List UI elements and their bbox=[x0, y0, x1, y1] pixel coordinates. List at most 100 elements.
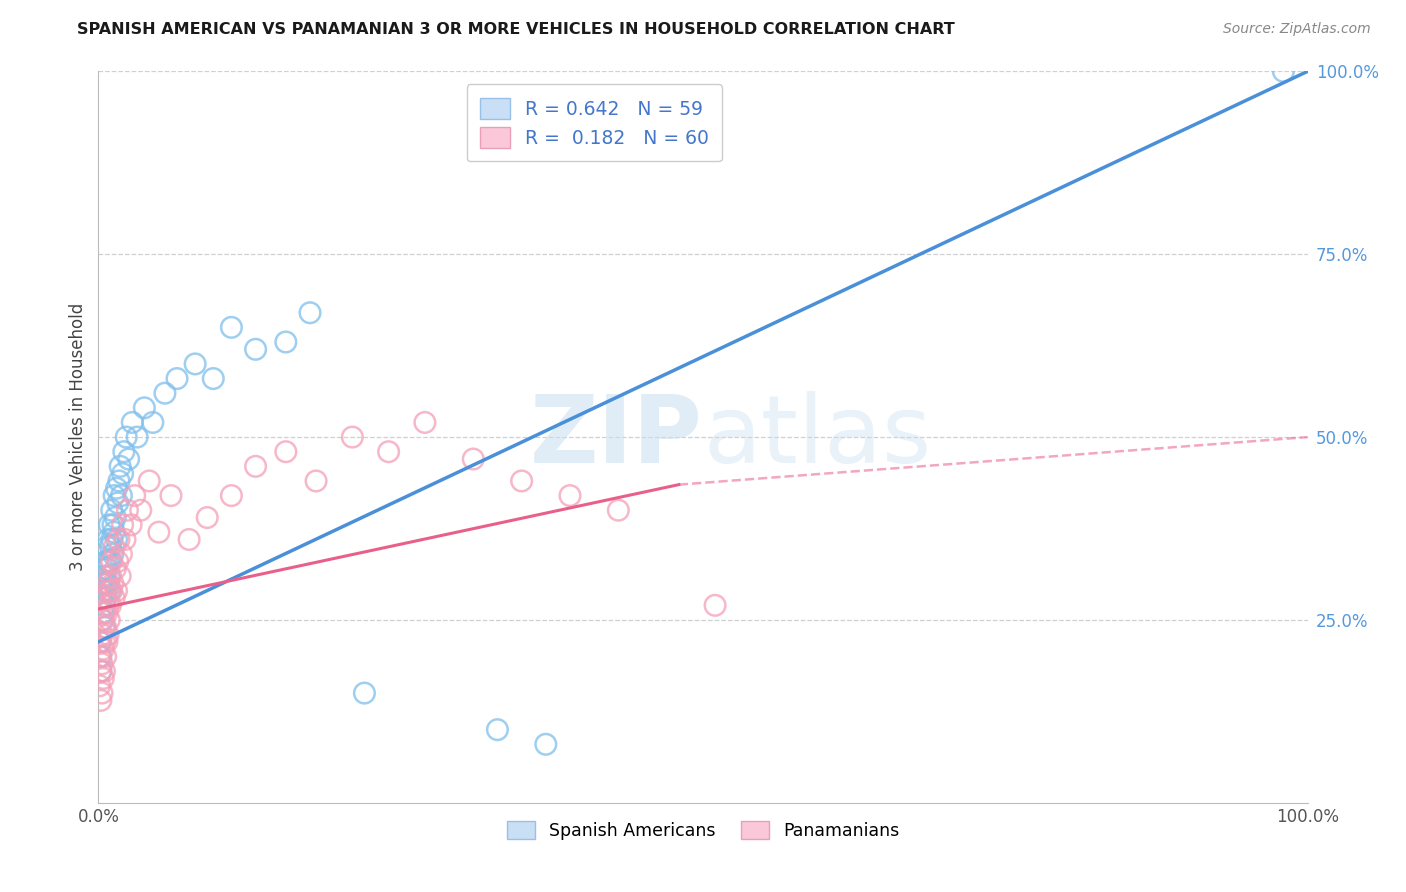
Point bbox=[299, 306, 322, 320]
Point bbox=[97, 599, 120, 613]
Point bbox=[96, 606, 118, 620]
Point bbox=[97, 533, 120, 547]
Point bbox=[104, 562, 127, 576]
Point bbox=[108, 474, 131, 488]
Point bbox=[101, 576, 124, 591]
Point bbox=[353, 686, 375, 700]
Point bbox=[127, 430, 149, 444]
Point bbox=[100, 599, 122, 613]
Point bbox=[98, 569, 121, 583]
Point bbox=[129, 503, 152, 517]
Point bbox=[112, 444, 135, 458]
Point bbox=[105, 583, 128, 598]
Point bbox=[104, 510, 127, 524]
Point bbox=[134, 401, 156, 415]
Point bbox=[274, 444, 297, 458]
Point bbox=[142, 416, 165, 430]
Point bbox=[101, 517, 124, 532]
Point bbox=[110, 547, 132, 561]
Point bbox=[91, 627, 114, 641]
Point bbox=[166, 371, 188, 385]
Point bbox=[100, 540, 122, 554]
Point bbox=[98, 583, 121, 598]
Point bbox=[138, 474, 160, 488]
Point bbox=[160, 489, 183, 503]
Point bbox=[108, 533, 131, 547]
Point bbox=[96, 540, 118, 554]
Point bbox=[486, 723, 509, 737]
Point bbox=[245, 459, 267, 474]
Point bbox=[93, 606, 115, 620]
Point bbox=[97, 576, 120, 591]
Point bbox=[91, 642, 114, 657]
Point bbox=[97, 554, 120, 568]
Point bbox=[195, 510, 218, 524]
Point bbox=[96, 583, 118, 598]
Point bbox=[100, 554, 122, 568]
Point bbox=[103, 591, 125, 605]
Text: SPANISH AMERICAN VS PANAMANIAN 3 OR MORE VEHICLES IN HOUSEHOLD CORRELATION CHART: SPANISH AMERICAN VS PANAMANIAN 3 OR MORE… bbox=[77, 22, 955, 37]
Point bbox=[93, 620, 115, 634]
Point bbox=[103, 489, 125, 503]
Point bbox=[96, 562, 118, 576]
Point bbox=[100, 533, 122, 547]
Point bbox=[93, 664, 115, 678]
Point bbox=[107, 496, 129, 510]
Y-axis label: 3 or more Vehicles in Household: 3 or more Vehicles in Household bbox=[69, 303, 87, 571]
Point bbox=[96, 635, 118, 649]
Point bbox=[91, 672, 114, 686]
Point bbox=[91, 591, 114, 605]
Point bbox=[89, 635, 111, 649]
Point bbox=[221, 489, 243, 503]
Point bbox=[93, 635, 115, 649]
Point bbox=[93, 569, 115, 583]
Point bbox=[413, 416, 436, 430]
Point bbox=[221, 320, 243, 334]
Point bbox=[121, 416, 143, 430]
Text: Source: ZipAtlas.com: Source: ZipAtlas.com bbox=[1223, 22, 1371, 37]
Point bbox=[110, 489, 132, 503]
Point bbox=[90, 664, 112, 678]
Point bbox=[100, 569, 122, 583]
Point bbox=[108, 459, 131, 474]
Point bbox=[100, 554, 122, 568]
Text: ZIP: ZIP bbox=[530, 391, 703, 483]
Point bbox=[90, 635, 112, 649]
Point bbox=[111, 467, 134, 481]
Point bbox=[91, 613, 114, 627]
Point bbox=[100, 583, 122, 598]
Point bbox=[97, 576, 120, 591]
Point bbox=[100, 583, 122, 598]
Point bbox=[94, 649, 117, 664]
Point bbox=[148, 525, 170, 540]
Point bbox=[103, 525, 125, 540]
Point bbox=[91, 583, 114, 598]
Point bbox=[101, 547, 124, 561]
Point bbox=[91, 606, 114, 620]
Point bbox=[94, 576, 117, 591]
Point bbox=[704, 599, 727, 613]
Point bbox=[91, 613, 114, 627]
Point bbox=[89, 679, 111, 693]
Point bbox=[202, 371, 225, 385]
Point bbox=[90, 693, 112, 707]
Point bbox=[97, 627, 120, 641]
Point bbox=[94, 591, 117, 605]
Point bbox=[124, 489, 146, 503]
Point bbox=[91, 686, 114, 700]
Point bbox=[108, 569, 131, 583]
Point bbox=[93, 599, 115, 613]
Point bbox=[114, 533, 136, 547]
Point bbox=[118, 452, 141, 467]
Point bbox=[103, 540, 125, 554]
Point bbox=[91, 562, 114, 576]
Point bbox=[98, 517, 121, 532]
Point bbox=[184, 357, 207, 371]
Point bbox=[105, 533, 128, 547]
Point bbox=[463, 452, 485, 467]
Point bbox=[120, 517, 142, 532]
Point bbox=[153, 386, 176, 401]
Point bbox=[98, 613, 121, 627]
Point bbox=[377, 444, 399, 458]
Point bbox=[94, 554, 117, 568]
